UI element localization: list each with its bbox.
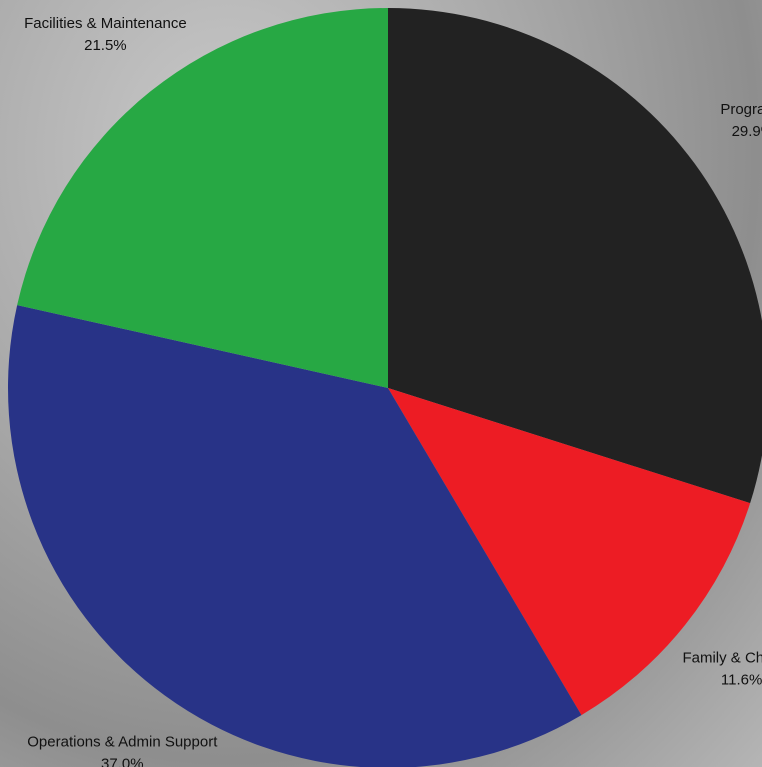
slice-label: Family & Children: [682, 649, 762, 666]
pie-slice: [388, 8, 762, 504]
slice-label: Programs: [720, 101, 762, 118]
pie-slice: [17, 8, 388, 388]
slice-value-label: 37.0%: [101, 756, 144, 767]
pie-slice: [8, 305, 582, 767]
slice-value-label: 21.5%: [84, 37, 127, 54]
slice-label: Operations & Admin Support: [27, 734, 218, 751]
slice-value-label: 29.9%: [732, 123, 762, 140]
slice-label: Facilities & Maintenance: [24, 15, 187, 32]
pie-slice: [388, 388, 751, 716]
slice-value-label: 11.6%: [721, 671, 762, 688]
